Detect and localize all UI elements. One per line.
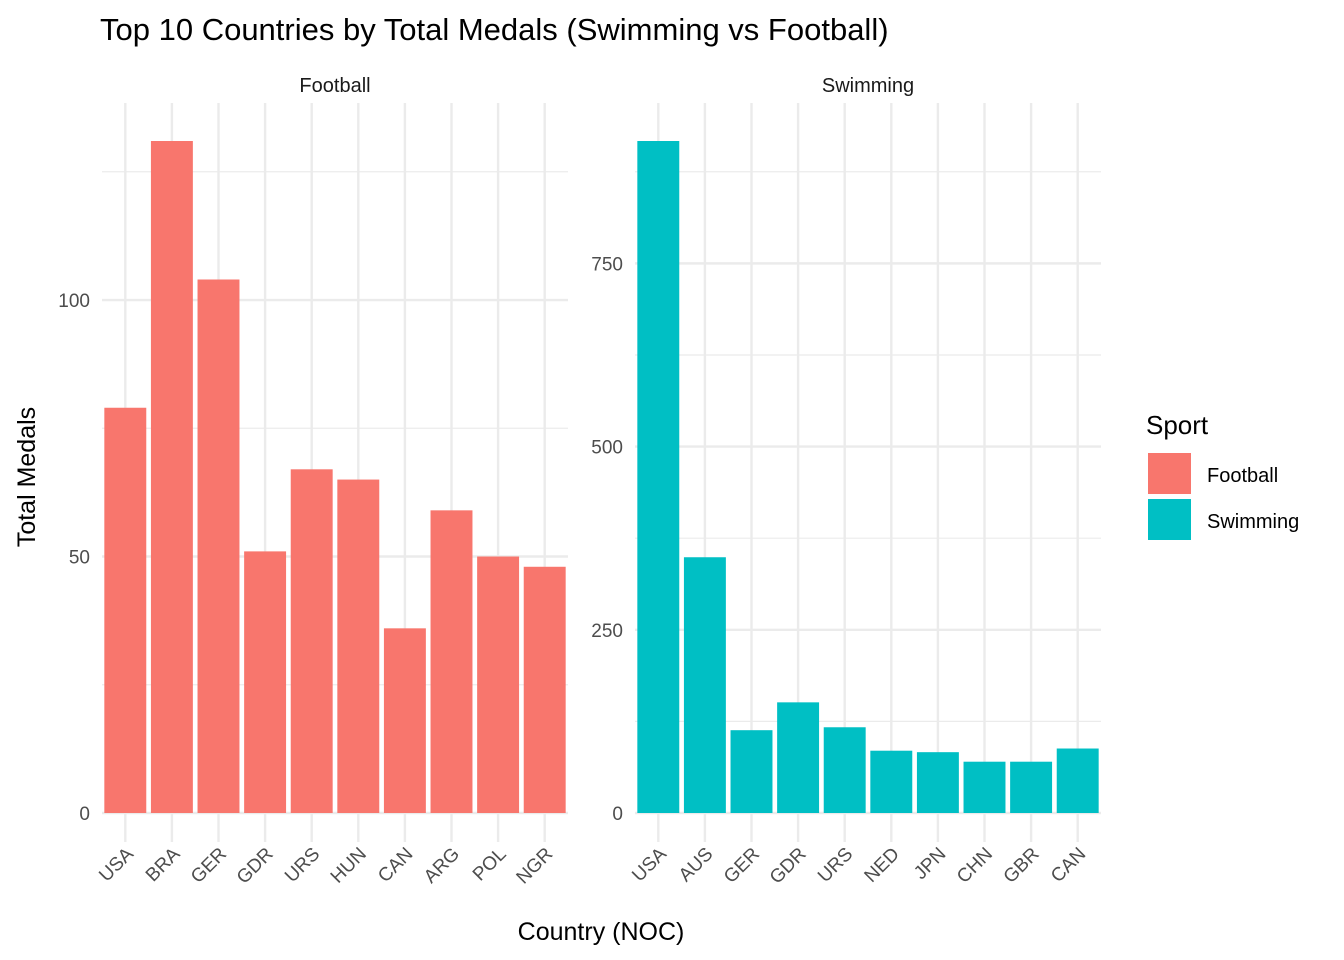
facet-football-x-tick-label: ARG (420, 844, 464, 888)
facet-swimming-x-tick-label: USA (628, 843, 671, 886)
bar-swimming-can (1056, 748, 1099, 813)
facet-swimming-y-tick-labels: 0 250 500 750 (591, 254, 623, 825)
facet-swimming-x-tick-label: GDR (766, 844, 811, 889)
legend-label-swimming: Swimming (1207, 511, 1299, 533)
facet-swimming-bars (637, 141, 1099, 813)
facet-swimming-x-tick-label: NED (861, 844, 904, 887)
bar-swimming-chn (963, 761, 1006, 813)
facet-football-x-tick-label: BRA (142, 843, 185, 886)
legend-swatch-football (1148, 453, 1191, 494)
legend: Sport Football Swimming (1146, 410, 1299, 540)
facet-football-strip-label: Football (299, 75, 370, 97)
facet-football-x-tick-label: CAN (374, 844, 417, 887)
facet-swimming-x-tick-label: CHN (953, 844, 997, 888)
facet-swimming-y-tick-label: 0 (612, 804, 623, 825)
facet-football-bars (104, 141, 566, 814)
bar-swimming-usa (637, 141, 680, 813)
facet-swimming-x-tick-label: CAN (1047, 844, 1090, 887)
bar-football-ngr (523, 566, 566, 813)
bar-football-pol (477, 556, 520, 813)
bar-football-usa (104, 407, 147, 813)
facet-football-x-tick-label: GDR (233, 844, 278, 889)
bar-football-ger (197, 279, 240, 814)
facet-swimming-x-tick-label: JPN (910, 844, 950, 884)
x-axis-label: Country (NOC) (518, 918, 685, 946)
facet-swimming-x-tick-label: GER (720, 844, 764, 888)
facet-swimming-x-tick-labels: USA AUS GER GDR URS NED JPN CHN GBR CAN (628, 843, 1090, 888)
bar-football-arg (430, 510, 473, 813)
facet-swimming: Swimming 0 250 500 750 USA AUS GER GDR URS NED JP… (591, 75, 1101, 888)
facet-swimming-strip-label: Swimming (822, 75, 914, 97)
facet-football: Football 0 50 100 USA BRA GER GDR URS HUN CAN ARG… (58, 75, 568, 888)
facet-swimming-y-tick-label: 500 (591, 438, 623, 459)
facet-swimming-x-tick-label: GBR (1000, 844, 1044, 888)
facet-football-y-tick-label: 0 (79, 804, 90, 825)
facet-swimming-y-tick-label: 250 (591, 621, 623, 642)
facet-football-x-tick-label: HUN (327, 844, 371, 888)
facet-swimming-x-tick-label: AUS (675, 844, 717, 886)
facet-football-y-tick-label: 50 (69, 548, 90, 569)
facet-swimming-y-tick-label: 750 (591, 254, 623, 275)
facet-football-x-tick-label: GER (187, 844, 231, 888)
bar-football-gdr (244, 551, 287, 813)
bar-swimming-ger (730, 730, 773, 813)
facet-football-y-tick-labels: 0 50 100 (58, 291, 90, 825)
chart-title: Top 10 Countries by Total Medals (Swimmi… (100, 12, 889, 47)
legend-title: Sport (1146, 410, 1209, 440)
bar-swimming-gbr (1010, 761, 1053, 813)
bar-football-urs (290, 469, 333, 813)
bar-swimming-ned (870, 750, 913, 813)
facet-football-x-tick-label: URS (281, 844, 324, 887)
facet-football-x-tick-labels: USA BRA GER GDR URS HUN CAN ARG POL NGR (95, 843, 557, 888)
bar-football-can (383, 628, 426, 813)
facet-football-x-tick-label: NGR (513, 844, 558, 889)
facet-swimming-x-tick-label: URS (814, 844, 857, 887)
facet-football-x-tick-label: USA (95, 843, 138, 886)
y-axis-label: Total Medals (13, 407, 41, 547)
legend-swatch-swimming (1148, 499, 1191, 540)
facet-football-y-tick-label: 100 (58, 291, 90, 312)
bar-football-hun (337, 479, 380, 813)
bar-swimming-urs (823, 727, 866, 813)
bar-swimming-aus (683, 557, 726, 813)
legend-label-football: Football (1207, 465, 1278, 487)
bar-swimming-jpn (916, 752, 959, 813)
bar-football-bra (150, 141, 193, 813)
facet-football-x-tick-label: POL (469, 844, 511, 886)
bar-swimming-gdr (777, 702, 820, 813)
